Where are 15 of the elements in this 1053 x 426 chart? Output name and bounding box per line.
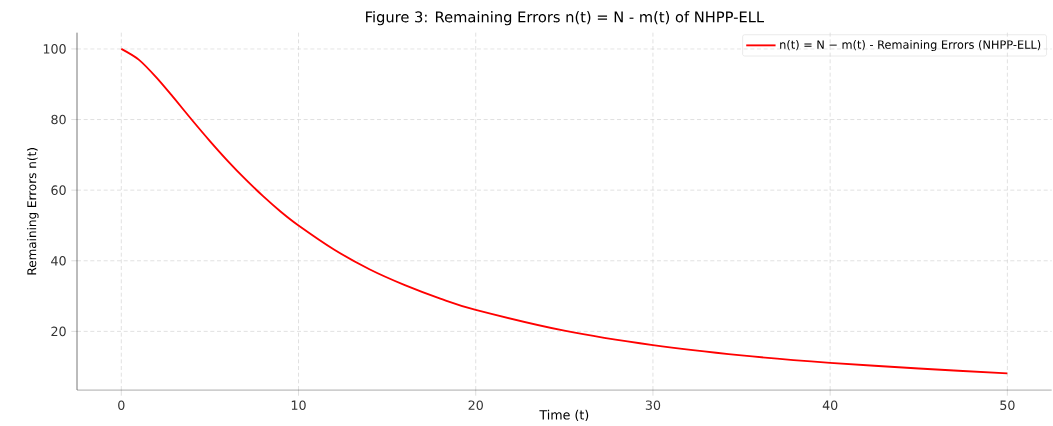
x-tick-label: 50 (1000, 400, 1015, 410)
chart-title: Figure 3: Remaining Errors n(t) = N - m(t) of NHPP-ELL (366, 11, 764, 26)
legend-label: n(t) = N − m(t) - Remaining Errors (NHPP-ELL) (780, 40, 1041, 52)
x-axis-title: Time (t) (539, 409, 589, 422)
y-tick-label: 80 (51, 114, 66, 125)
x-tick-label: 10 (291, 400, 306, 410)
y-tick-label: 20 (51, 326, 66, 337)
x-tick-label: 30 (645, 400, 661, 410)
y-tick-label: 60 (51, 185, 66, 195)
y-tick-label: 100 (43, 44, 66, 54)
x-tick-label: 20 (468, 400, 483, 410)
x-tick-label: 0 (118, 400, 125, 410)
y-tick-label: 40 (51, 255, 66, 266)
x-tick-label: 40 (822, 400, 838, 410)
y-axis-title: Remaining Errors n(t) (26, 148, 39, 275)
